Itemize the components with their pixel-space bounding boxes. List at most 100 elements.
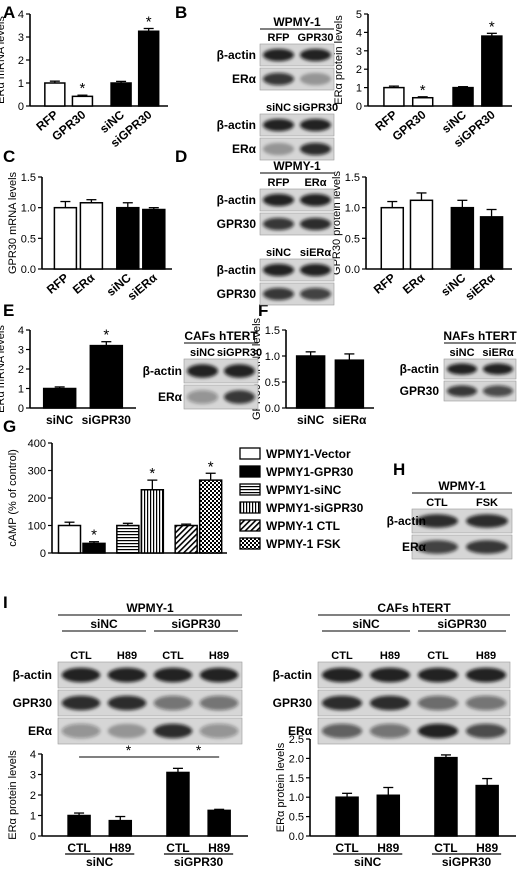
legend-swatch [239,537,261,550]
blot-i2: CAFs hTERT siNC siGPR30 CTL H89 CTL H89 β-actin… [273,601,511,745]
row-label: GPR30 [217,287,257,301]
blot-title: WPMY-1 [438,479,486,493]
protein-band [199,695,239,711]
lane-label: RFP [268,32,290,44]
x-tick-label: siNC [297,413,325,427]
protein-band [107,667,147,683]
y-tick-label: 1.5 [265,325,280,337]
protein-band [369,695,411,711]
lane-label: siNC [266,247,291,259]
x-tick-label: CTL [434,841,457,855]
y-tick-label: 0.5 [289,812,304,824]
y-tick-label: 0.5 [265,377,280,389]
protein-band [299,48,332,62]
y-axis-label: cAMP (% of control) [7,449,19,547]
protein-band [153,667,193,683]
y-tick-label: 2 [18,364,24,376]
significance-star: * [103,327,109,344]
x-tick-label: RFP [44,271,71,297]
y-tick-label: 400 [28,438,46,450]
blot-group-label: siGPR30 [437,617,487,631]
x-tick-label: H89 [377,841,399,855]
protein-band [61,695,101,711]
protein-band [299,193,332,207]
bar [82,542,106,554]
y-tick-label: 0.0 [21,264,36,276]
bar [44,82,66,107]
lane-label: RFP [268,177,290,189]
blot-f: NAFs hTERT siNC siERα β-actin GPR30 [400,329,517,402]
group-label: siNC [354,855,382,869]
western-blots: WPMY-1 RFP GPR30 β-actin ERα siNC siGPR30 β-act… [13,15,517,745]
protein-band [416,514,458,528]
x-tick-label: H89 [208,841,230,855]
protein-band [262,48,295,62]
lane-label: FSK [476,497,498,509]
blot-title: WPMY-1 [126,601,174,615]
blot-title: WPMY-1 [273,15,321,29]
lane-label: H89 [476,650,496,662]
protein-band [465,723,507,739]
y-tick-label: 100 [28,521,46,533]
protein-band [61,667,101,683]
y-tick-label: 1.0 [265,351,280,363]
panel-letter-b: B [175,3,187,22]
x-tick-label: CTL [67,841,90,855]
row-label: ERα [288,724,313,738]
y-axis-label: ERα protein levels [275,742,287,832]
protein-band [153,695,193,711]
protein-band [299,263,332,277]
blot-b: WPMY-1 RFP GPR30 β-actin ERα siNC siGPR30 β-act… [217,15,338,161]
blot-e: CAFs hTERT siNC siGPR30 β-actin ERα [143,329,262,410]
chart-e: 0 1 2 3 4 ERα mRNA levels siNC * siGPR30 [0,325,136,427]
blot-group-label: siNC [90,617,118,631]
legend-swatch [239,465,261,478]
protein-band [262,118,295,132]
y-tick-label: 1.5 [21,172,36,184]
bar [198,479,223,554]
protein-band [299,142,332,156]
lane-label: CTL [426,497,448,509]
y-tick-label: 200 [28,493,46,505]
blot-group-label: siGPR30 [171,617,221,631]
lane-label: H89 [380,650,400,662]
y-tick-label: 2.0 [289,753,304,765]
y-tick-label: 0.5 [21,233,36,245]
bar [89,344,124,409]
row-label: ERα [158,390,183,404]
row-label: ERα [28,724,53,738]
protein-band [466,540,508,554]
y-tick-label: 1 [356,83,362,95]
protein-band [186,364,219,378]
row-label: β-actin [217,263,256,277]
protein-band [417,695,459,711]
row-label: β-actin [13,668,52,682]
bar [42,387,77,409]
lane-label: CTL [70,650,92,662]
protein-band [262,142,295,156]
bar [434,756,458,837]
row-label: β-actin [217,48,256,62]
blot-title: NAFs hTERT [443,329,517,343]
legend-swatch [239,519,261,532]
legend-label: WPMY1-Vector [266,447,351,461]
protein-band [417,667,459,683]
x-tick-label: H89 [476,841,498,855]
y-tick-label: 3 [30,770,36,782]
protein-band [223,390,256,404]
bar [116,206,140,270]
lane-label: siNC [449,347,474,359]
y-tick-label: 1 [18,78,24,90]
legend-label: WPMY1-siNC [266,483,342,497]
y-tick-label: 0 [30,831,36,843]
row-label: GPR30 [217,217,257,231]
significance-star: * [80,80,86,97]
protein-band [465,667,507,683]
row-label: β-actin [217,193,256,207]
bar [166,771,190,837]
protein-band [416,540,458,554]
lane-label: CTL [331,650,353,662]
